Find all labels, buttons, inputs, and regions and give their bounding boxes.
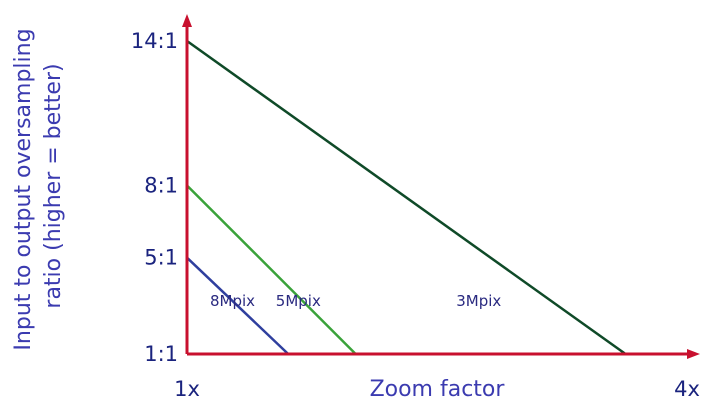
y-axis-label: Input to output oversampling ratio (high…: [11, 21, 66, 350]
ticks-layer: 1:1 5:1 8:1 14:1 1x 4x: [131, 29, 700, 401]
x-tick-label: 1x: [174, 377, 200, 401]
y-tick-label: 14:1: [131, 29, 178, 53]
series-layer: 8Mpix 5Mpix 3Mpix: [186, 39, 627, 356]
series-label-3mpix: 3Mpix: [456, 292, 501, 310]
series-label-5mpix: 5Mpix: [276, 292, 321, 310]
series-line-8mpix: [186, 256, 290, 355]
y-tick-label: 5:1: [144, 246, 178, 270]
series-label-8mpix: 8Mpix: [210, 292, 255, 310]
x-axis-label: Zoom factor: [370, 377, 506, 402]
y-axis-label-line-2: ratio (higher = better): [41, 63, 66, 308]
y-axis-label-line-1: Input to output oversampling: [11, 28, 36, 350]
y-tick-label: 8:1: [144, 173, 178, 197]
axes-layer: [182, 14, 700, 359]
y-axis-arrow-icon: [182, 14, 192, 27]
x-axis-arrow-icon: [687, 349, 700, 359]
y-tick-label: 1:1: [144, 342, 178, 366]
series-line-3mpix: [186, 39, 627, 356]
series-line-5mpix: [186, 184, 357, 355]
x-tick-label: 4x: [674, 377, 700, 401]
